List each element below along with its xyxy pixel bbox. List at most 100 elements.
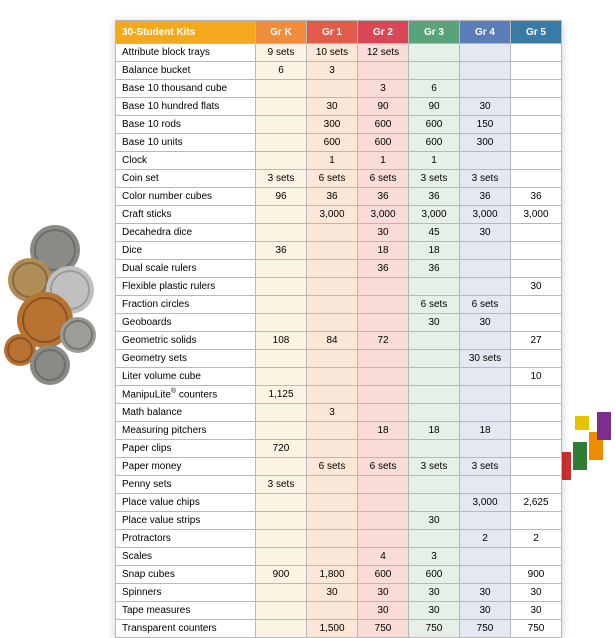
col-header-3: Gr 3: [409, 21, 460, 44]
cell: 108: [256, 332, 307, 350]
cell: [256, 278, 307, 296]
cell: [511, 386, 562, 404]
cell: 96: [256, 188, 307, 206]
cell: [307, 422, 358, 440]
row-label: Balance bucket: [116, 62, 256, 80]
cell: [256, 98, 307, 116]
cell: 72: [358, 332, 409, 350]
cell: 6: [409, 80, 460, 98]
cell: 750: [511, 620, 562, 638]
cell: [358, 386, 409, 404]
cell: 30: [358, 602, 409, 620]
row-label: Clock: [116, 152, 256, 170]
col-header-2: Gr 2: [358, 21, 409, 44]
row-label: Base 10 units: [116, 134, 256, 152]
row-label: Place value strips: [116, 512, 256, 530]
cell: [511, 62, 562, 80]
cell: 3,000: [460, 494, 511, 512]
row-label: Spinners: [116, 584, 256, 602]
cell: [256, 134, 307, 152]
cell: [256, 314, 307, 332]
row-label: Base 10 thousand cube: [116, 80, 256, 98]
row-label: Liter volume cube: [116, 368, 256, 386]
cell: [460, 386, 511, 404]
table-row: Geoboards3030: [116, 314, 562, 332]
cell: 30: [409, 602, 460, 620]
cell: 84: [307, 332, 358, 350]
cell: [409, 440, 460, 458]
cell: [460, 566, 511, 584]
cell: [358, 512, 409, 530]
table-row: Decahedra dice304530: [116, 224, 562, 242]
cell: [307, 296, 358, 314]
cell: 750: [358, 620, 409, 638]
cell: [256, 512, 307, 530]
student-kits-table: 30-Student Kits Gr K Gr 1 Gr 2 Gr 3 Gr 4…: [115, 20, 562, 638]
cell: [256, 458, 307, 476]
cell: [256, 530, 307, 548]
cell: 18: [409, 422, 460, 440]
cell: [409, 476, 460, 494]
cell: 720: [256, 440, 307, 458]
cell: 90: [358, 98, 409, 116]
row-label: Math balance: [116, 404, 256, 422]
row-label: Fraction circles: [116, 296, 256, 314]
cell: 36: [256, 242, 307, 260]
table-row: Geometry sets30 sets: [116, 350, 562, 368]
coins-decor: [0, 210, 110, 390]
cell: [307, 476, 358, 494]
header-row: 30-Student Kits Gr K Gr 1 Gr 2 Gr 3 Gr 4…: [116, 21, 562, 44]
row-label: Craft sticks: [116, 206, 256, 224]
cell: [256, 350, 307, 368]
cell: [307, 368, 358, 386]
table-row: Penny sets3 sets: [116, 476, 562, 494]
cell: [511, 134, 562, 152]
cell: [409, 350, 460, 368]
cell: [256, 116, 307, 134]
table-row: Base 10 thousand cube36: [116, 80, 562, 98]
row-label: Geometry sets: [116, 350, 256, 368]
col-header-0: Gr K: [256, 21, 307, 44]
cell: 600: [358, 134, 409, 152]
cell: 1: [409, 152, 460, 170]
row-label: Snap cubes: [116, 566, 256, 584]
cell: 3,000: [409, 206, 460, 224]
cell: [409, 386, 460, 404]
table-row: Spinners3030303030: [116, 584, 562, 602]
cell: 18: [409, 242, 460, 260]
cell: [409, 62, 460, 80]
table-row: Fraction circles6 sets6 sets: [116, 296, 562, 314]
row-label: Penny sets: [116, 476, 256, 494]
cell: [358, 278, 409, 296]
table-row: Tape measures30303030: [116, 602, 562, 620]
cell: 27: [511, 332, 562, 350]
cell: 3 sets: [460, 458, 511, 476]
cell: [460, 278, 511, 296]
cell: 300: [460, 134, 511, 152]
cell: 30: [511, 602, 562, 620]
cell: 36: [307, 188, 358, 206]
cell: [307, 314, 358, 332]
cell: 3 sets: [409, 170, 460, 188]
cell: [460, 152, 511, 170]
row-label: Geoboards: [116, 314, 256, 332]
cell: 600: [358, 116, 409, 134]
table-row: Transparent counters1,500750750750750: [116, 620, 562, 638]
cell: [358, 296, 409, 314]
table-row: Protractors22: [116, 530, 562, 548]
cell: [358, 314, 409, 332]
cell: [358, 530, 409, 548]
table-row: Base 10 units600600600300: [116, 134, 562, 152]
cell: 36: [460, 188, 511, 206]
table-row: Dice361818: [116, 242, 562, 260]
cell: [307, 386, 358, 404]
cell: [307, 242, 358, 260]
cell: 10 sets: [307, 44, 358, 62]
table-row: Craft sticks3,0003,0003,0003,0003,000: [116, 206, 562, 224]
cell: 2: [460, 530, 511, 548]
table-row: Paper clips720: [116, 440, 562, 458]
cell: [358, 368, 409, 386]
cell: [307, 548, 358, 566]
cell: [256, 224, 307, 242]
cell: 2,625: [511, 494, 562, 512]
